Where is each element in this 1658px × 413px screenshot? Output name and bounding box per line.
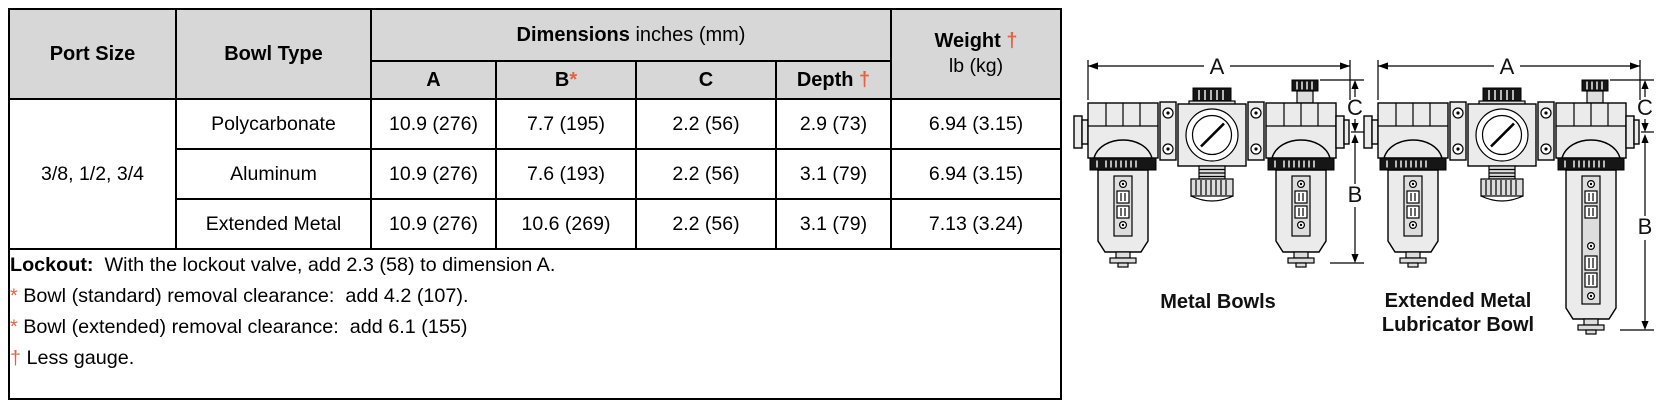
header-col-b: B* bbox=[495, 60, 637, 100]
filter-bowl bbox=[1097, 169, 1149, 268]
dimension-b: B bbox=[1620, 134, 1654, 331]
depth-cell: 3.1 (79) bbox=[775, 198, 892, 250]
extended-metal-diagram: A bbox=[1363, 56, 1654, 336]
dim-a-cell: 10.9 (276) bbox=[370, 148, 497, 200]
pressure-gauge bbox=[1185, 108, 1239, 162]
bowl-type-cell: Polycarbonate bbox=[175, 98, 372, 150]
drain-valve bbox=[1399, 251, 1427, 268]
b-asterisk-mark: * bbox=[569, 68, 578, 91]
asterisk-mark: * bbox=[10, 285, 18, 307]
dim-b-cell: 7.7 (195) bbox=[495, 98, 637, 150]
footnotes: Lockout: With the lockout valve, add 2.3… bbox=[8, 248, 1062, 400]
pressure-gauge bbox=[1475, 108, 1529, 162]
less-gauge-note: † Less gauge. bbox=[10, 347, 135, 369]
table-row: Extended Metal 10.9 (276) 10.6 (269) 2.2… bbox=[9, 198, 1062, 250]
bowl-type-cell: Extended Metal bbox=[175, 198, 372, 250]
drain-valve bbox=[1577, 318, 1605, 335]
regulator-unit bbox=[1159, 87, 1265, 202]
weight-cell: 6.94 (3.15) bbox=[890, 98, 1062, 150]
dim-a-label: A bbox=[1210, 56, 1225, 79]
dim-c-cell: 2.2 (56) bbox=[635, 148, 777, 200]
drain-valve bbox=[1109, 251, 1137, 268]
depth-cell: 2.9 (73) bbox=[775, 98, 892, 150]
bowl-extended-note: * Bowl (extended) removal clearance: add… bbox=[10, 316, 468, 338]
dimension-b: B bbox=[1330, 134, 1364, 264]
depth-dagger-mark: † bbox=[859, 68, 871, 91]
dim-c-label: C bbox=[1347, 95, 1363, 120]
dim-c-label: C bbox=[1637, 95, 1653, 120]
header-dimensions-units: inches (mm) bbox=[629, 23, 746, 46]
asterisk-mark: * bbox=[10, 316, 18, 338]
bowl-type-cell: Aluminum bbox=[175, 148, 372, 200]
drain-valve bbox=[1287, 251, 1315, 268]
lubricator-bowl bbox=[1275, 169, 1327, 268]
dimension-a: A bbox=[1377, 56, 1641, 100]
diagram-caption: Metal Bowls bbox=[1160, 291, 1276, 313]
depth-cell: 3.1 (79) bbox=[775, 148, 892, 200]
header-col-depth: Depth † bbox=[775, 60, 892, 100]
dim-c-cell: 2.2 (56) bbox=[635, 98, 777, 150]
filter-bowl bbox=[1387, 169, 1439, 268]
dimension-c: C bbox=[1610, 79, 1654, 133]
fill-cap bbox=[1581, 79, 1609, 92]
header-weight-label: Weight bbox=[934, 30, 1007, 52]
table-row: Aluminum 10.9 (276) 7.6 (193) 2.2 (56) 3… bbox=[9, 148, 1062, 200]
header-col-a: A bbox=[370, 60, 497, 100]
dim-b-label: B bbox=[1638, 214, 1653, 239]
dim-a-cell: 10.9 (276) bbox=[370, 198, 497, 250]
dim-b-cell: 10.6 (269) bbox=[495, 198, 637, 250]
weight-dagger-mark: † bbox=[1006, 30, 1018, 52]
filter-unit bbox=[1363, 102, 1449, 171]
dimensions-table: Port Size Bowl Type Dimensions inches (m… bbox=[8, 8, 1062, 400]
dim-c-cell: 2.2 (56) bbox=[635, 198, 777, 250]
fill-cap bbox=[1291, 79, 1319, 92]
port-size-value: 3/8, 1/2, 3/4 bbox=[8, 98, 177, 250]
dim-b-label: B bbox=[1348, 182, 1363, 207]
caption-line-1: Extended Metal bbox=[1385, 290, 1532, 312]
table-row: 3/8, 1/2, 3/4 Polycarbonate 10.9 (276) 7… bbox=[8, 98, 1062, 250]
extended-lubricator-bowl bbox=[1565, 169, 1617, 335]
dagger-mark: † bbox=[10, 347, 22, 369]
header-dimensions-bold: Dimensions bbox=[516, 23, 630, 46]
dim-a-label: A bbox=[1500, 56, 1515, 79]
header-weight-units: lb (kg) bbox=[948, 55, 1004, 77]
lubricator-unit bbox=[1265, 79, 1350, 171]
diagram-caption: Extended Metal Lubricator Bowl bbox=[1382, 290, 1534, 336]
bowl-standard-note: * Bowl (standard) removal clearance: add… bbox=[10, 285, 469, 307]
header-col-c: C bbox=[635, 60, 777, 100]
caption-line-2: Lubricator Bowl bbox=[1382, 314, 1534, 336]
dim-a-cell: 10.9 (276) bbox=[370, 98, 497, 150]
header-port-size: Port Size bbox=[8, 8, 177, 100]
lockout-note: Lockout: With the lockout valve, add 2.3… bbox=[10, 254, 556, 276]
header-weight: Weight † lb (kg) bbox=[890, 8, 1062, 100]
dim-b-cell: 7.6 (193) bbox=[495, 148, 637, 200]
header-dimensions: Dimensions inches (mm) bbox=[370, 8, 892, 62]
dimension-c: C bbox=[1320, 79, 1364, 133]
lubricator-unit bbox=[1555, 79, 1640, 171]
weight-cell: 6.94 (3.15) bbox=[890, 148, 1062, 200]
weight-cell: 7.13 (3.24) bbox=[890, 198, 1062, 250]
metal-bowls-diagram: A bbox=[1073, 56, 1364, 313]
filter-unit bbox=[1073, 102, 1159, 171]
regulator-unit bbox=[1449, 87, 1555, 202]
notes-row: Lockout: With the lockout valve, add 2.3… bbox=[8, 248, 1062, 400]
header-bowl-type: Bowl Type bbox=[175, 8, 372, 100]
